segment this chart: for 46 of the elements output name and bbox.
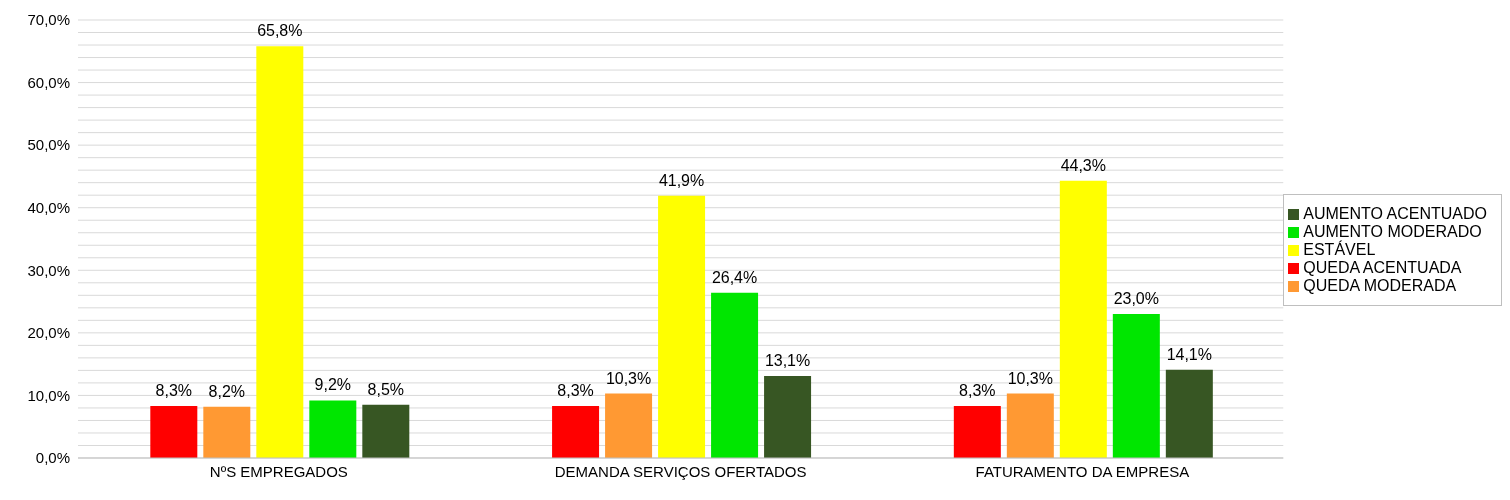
bar: [150, 406, 198, 458]
data-label: 14,1%: [1166, 345, 1213, 363]
bar: [256, 46, 304, 458]
bar: [764, 376, 812, 458]
bar: [605, 393, 653, 458]
bar: [203, 406, 251, 458]
legend-label: AUMENTO ACENTUADO: [1303, 205, 1487, 222]
bar: [309, 400, 357, 458]
y-tick-label: 50,0%: [27, 136, 70, 154]
bar: [552, 406, 600, 458]
x-tick-label: FATURAMENTO DA EMPRESA: [975, 462, 1190, 480]
bar: [658, 195, 706, 458]
data-label: 10,3%: [605, 369, 652, 387]
data-label: 8,3%: [959, 382, 996, 400]
legend-label: QUEDA ACENTUADA: [1303, 259, 1462, 276]
bar: [1006, 393, 1054, 458]
bar: [711, 292, 759, 458]
bar: [1059, 180, 1107, 458]
data-label: 23,0%: [1113, 290, 1160, 308]
bar: [1165, 369, 1213, 458]
data-label: 9,2%: [314, 376, 352, 394]
bar: [1112, 314, 1160, 458]
bar: [953, 406, 1001, 458]
data-label: 41,9%: [658, 171, 705, 189]
data-label: 8,3%: [155, 382, 193, 400]
x-tick-label: DEMANDA SERVIÇOS OFERTADOS: [554, 462, 807, 480]
data-label: 65,8%: [257, 22, 303, 40]
data-label: 8,5%: [367, 380, 405, 398]
y-tick-label: 20,0%: [27, 324, 70, 342]
data-label: 44,3%: [1060, 156, 1107, 174]
legend-label: ESTÁVEL: [1303, 241, 1376, 258]
y-tick-label: 30,0%: [27, 261, 70, 279]
data-label: 13,1%: [764, 352, 811, 370]
data-label: 10,3%: [1007, 369, 1054, 387]
x-tick-label: NºS EMPREGADOS: [209, 462, 348, 480]
legend-label: QUEDA MODERADA: [1303, 277, 1457, 294]
data-label: 26,4%: [711, 268, 758, 286]
bar: [362, 404, 410, 458]
data-label: 8,3%: [557, 382, 594, 400]
y-tick-label: 60,0%: [27, 73, 70, 91]
y-tick-label: 40,0%: [27, 199, 70, 217]
legend-label: AUMENTO MODERADO: [1303, 223, 1482, 240]
data-label: 8,2%: [208, 382, 246, 400]
y-tick-label: 0,0%: [35, 449, 70, 467]
y-tick-label: 70,0%: [27, 11, 70, 29]
y-tick-label: 10,0%: [27, 386, 70, 404]
